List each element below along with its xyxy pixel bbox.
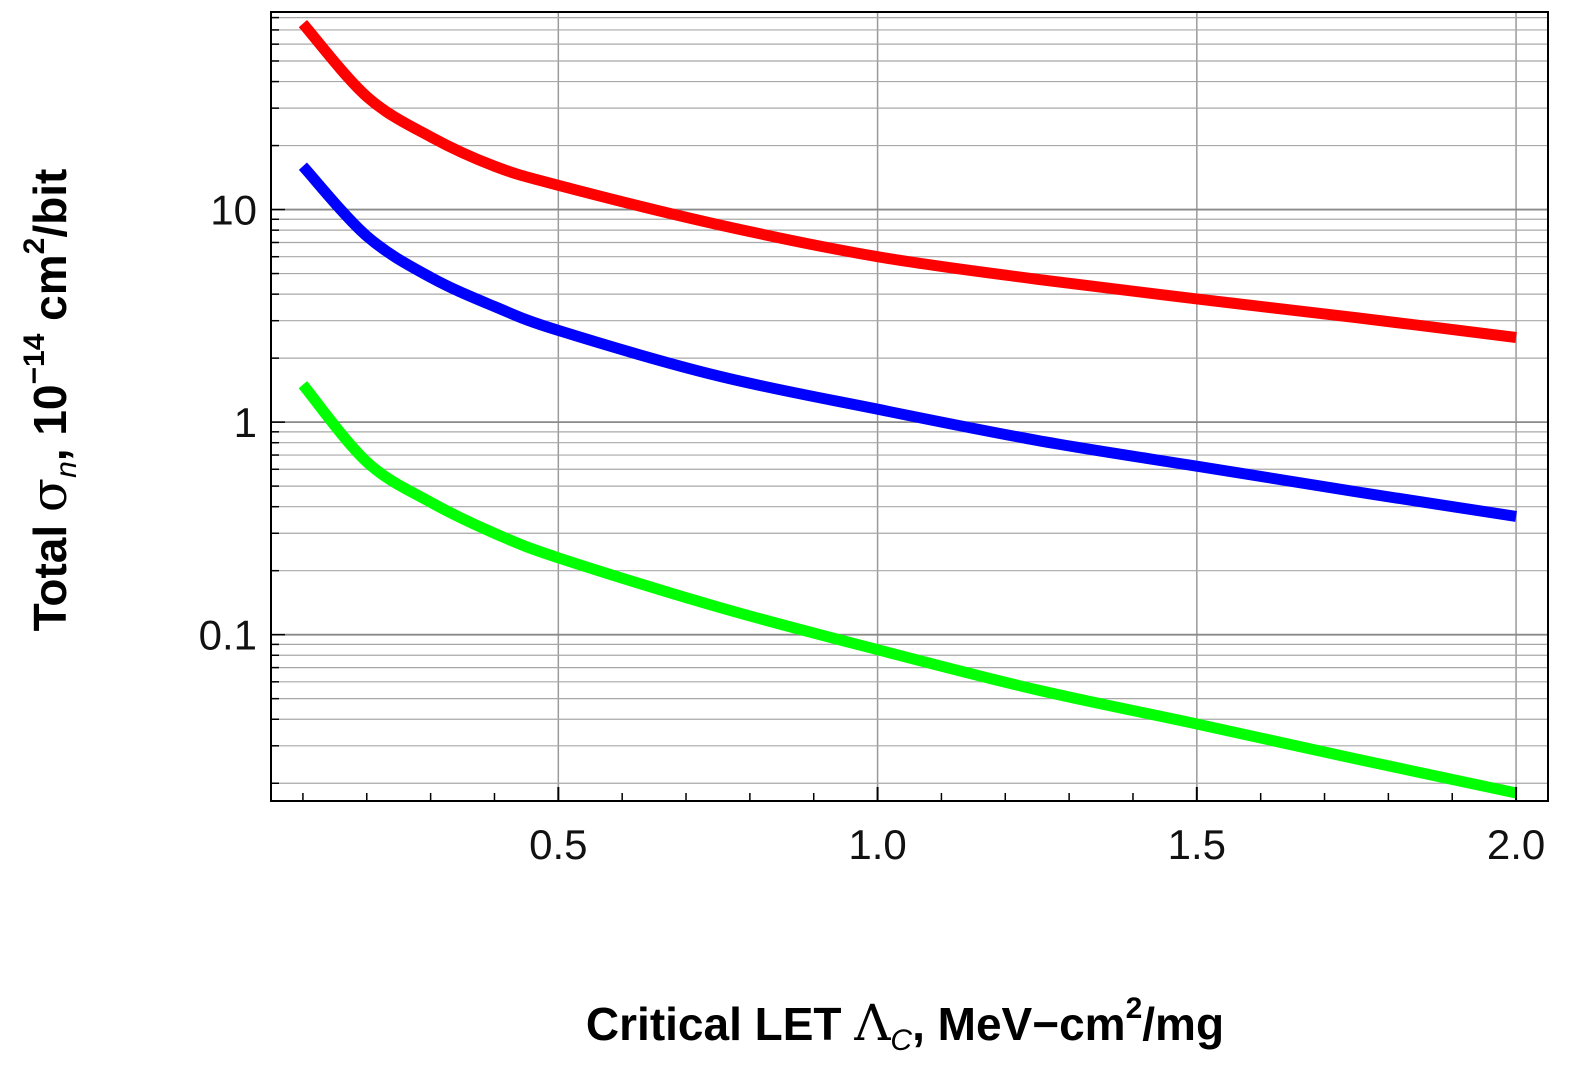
tick-labels: 0.5 1.0 1.5 2.0 0.1 1 10 [199,187,1546,868]
y-tick-label: 10 [210,187,257,234]
y-tick-label: 0.1 [199,612,257,659]
x-tick-label: 0.5 [529,821,587,868]
y-tick-label: 1 [234,399,257,446]
x-axis-title: Critical LET ΛC, MeV−cm2/mg [586,992,1224,1057]
ticks [271,16,1518,801]
x-tick-label: 1.5 [1168,821,1226,868]
y-axis-title: Total σn, 10−14 cm2/bit [18,169,83,632]
grid [271,12,1548,801]
series-line-green [298,381,1518,799]
x-tick-label: 2.0 [1487,821,1545,868]
series-line-blue [298,162,1517,522]
x-tick-label: 1.0 [848,821,906,868]
series-group [298,19,1518,799]
plot-frame [270,11,1549,802]
series-line-red [298,19,1517,343]
